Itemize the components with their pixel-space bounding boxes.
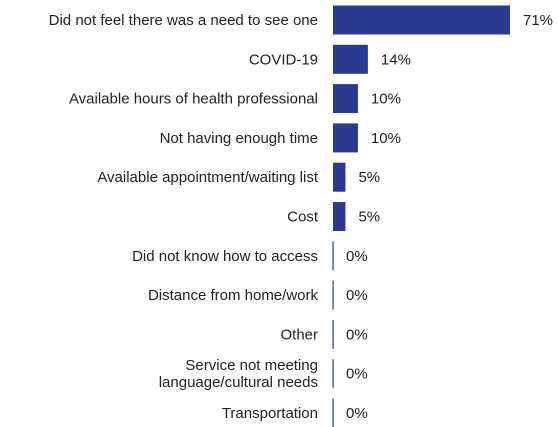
category-labels: Did not feel there was a need to see one…: [49, 12, 319, 422]
category-label: Did not know how to access: [132, 248, 318, 265]
category-label: Transportation: [222, 405, 318, 422]
bar: [332, 280, 334, 310]
value-label: 0%: [346, 326, 368, 343]
value-label: 0%: [346, 366, 368, 383]
category-label: Did not feel there was a need to see one: [49, 12, 318, 29]
value-label: 5%: [358, 209, 380, 226]
bar: [333, 44, 368, 74]
bar: [332, 359, 334, 389]
bars: [332, 5, 510, 427]
bar: [332, 241, 334, 271]
category-label: Service not meeting language/cultural nee…: [159, 357, 318, 391]
bar: [333, 123, 358, 153]
value-label: 0%: [346, 248, 368, 265]
bar: [333, 162, 346, 192]
bar: [333, 202, 346, 231]
bar: [333, 5, 510, 35]
bar: [332, 319, 334, 349]
category-label: Other: [280, 326, 318, 343]
category-label: Cost: [287, 209, 319, 226]
category-label: Available appointment/waiting list: [97, 169, 319, 186]
value-label: 0%: [346, 287, 368, 304]
value-labels: 71% 14% 10% 10% 5% 5% 0% 0% 0% 0% 0%: [346, 12, 553, 422]
value-label: 0%: [346, 405, 368, 422]
category-label: Distance from home/work: [148, 287, 319, 304]
value-label: 14%: [381, 51, 411, 68]
value-label: 5%: [358, 169, 380, 186]
category-label: Not having enough time: [160, 130, 318, 147]
value-label: 10%: [371, 130, 401, 147]
category-label: Available hours of health professional: [69, 91, 318, 108]
category-label: COVID-19: [249, 51, 318, 68]
value-label: 10%: [371, 91, 401, 108]
value-label: 71%: [523, 12, 553, 29]
bar: [333, 84, 358, 114]
bar: [332, 398, 334, 427]
